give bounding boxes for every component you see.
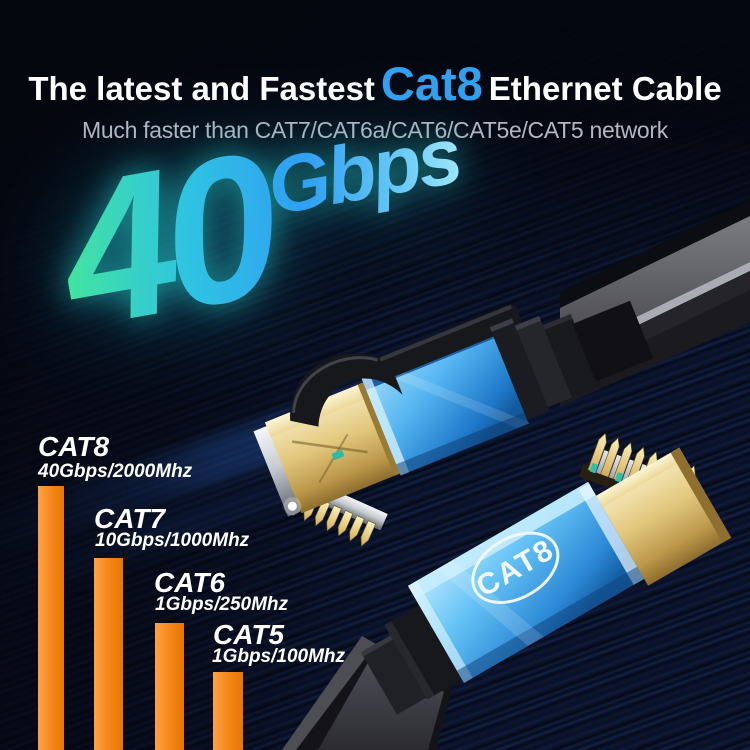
speed-value: 40 xyxy=(43,110,285,372)
category-bar xyxy=(213,672,243,750)
category-spec: 1Gbps/100Mhz xyxy=(212,646,346,667)
subtitle: Much faster than CAT7/CAT6a/CAT6/CAT5e/C… xyxy=(82,117,668,143)
category-bar xyxy=(38,486,64,750)
category-label: CAT6 xyxy=(154,567,226,598)
category-bar xyxy=(155,623,184,750)
category-bar xyxy=(94,558,123,750)
title-prefix: The latest and Fastest xyxy=(28,70,375,107)
title-suffix: Ethernet Cable xyxy=(488,70,722,107)
category-label: CAT8 xyxy=(38,431,110,462)
category-spec: 1Gbps/250Mhz xyxy=(155,594,289,615)
category-spec: 10Gbps/1000Mhz xyxy=(95,530,250,551)
category-label: CAT5 xyxy=(213,619,285,650)
category-label: CAT7 xyxy=(94,503,166,534)
category-spec: 40Gbps/2000Mhz xyxy=(38,461,193,482)
title-highlight: Cat8 xyxy=(380,57,483,110)
page-title: The latest and Fastest Cat8 Ethernet Cable xyxy=(0,60,750,113)
